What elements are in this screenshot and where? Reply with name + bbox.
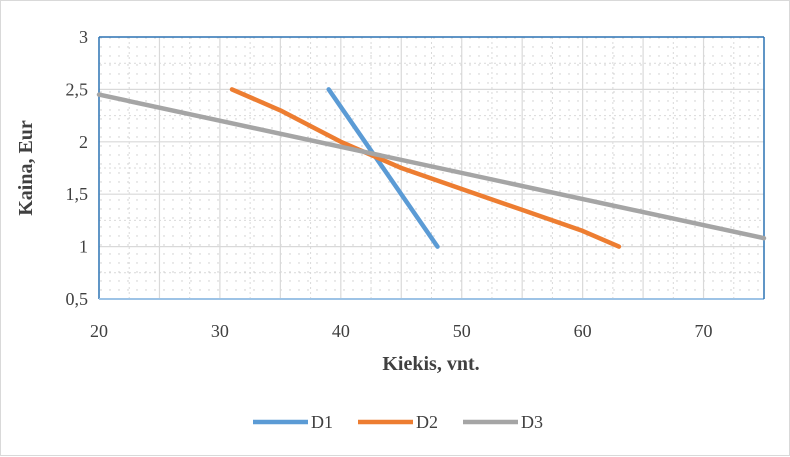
x-axis-title: Kiekis, vnt.: [382, 353, 479, 375]
y-tick-label: 0,5: [66, 289, 89, 309]
axes: [98, 36, 765, 300]
x-tick-label: 30: [211, 321, 229, 341]
y-tick-labels: 0,5 1 1,5 2 2,5 3: [66, 27, 89, 309]
legend: D1 D2 D3: [253, 412, 543, 432]
x-tick-label: 40: [332, 321, 350, 341]
x-tick-label: 50: [453, 321, 471, 341]
series-line-d1: [326, 87, 440, 249]
x-tick-label: 70: [695, 321, 713, 341]
legend-label-d3: D3: [521, 412, 543, 432]
legend-label-d2: D2: [416, 412, 438, 432]
y-tick-label: 2: [79, 132, 88, 152]
series-lines: [96, 87, 767, 249]
y-axis-title: Kaina, Eur: [15, 120, 37, 216]
x-tick-label: 60: [574, 321, 592, 341]
y-tick-label: 2,5: [66, 79, 89, 99]
y-tick-label: 1,5: [66, 184, 89, 204]
legend-label-d1: D1: [311, 412, 333, 432]
x-tick-labels: 20 30 40 50 60 70: [90, 321, 713, 341]
y-tick-label: 3: [79, 27, 88, 47]
series-line-d3: [96, 92, 767, 241]
y-tick-label: 1: [79, 237, 88, 257]
series-line-d2: [229, 87, 622, 249]
x-tick-label: 20: [90, 321, 108, 341]
